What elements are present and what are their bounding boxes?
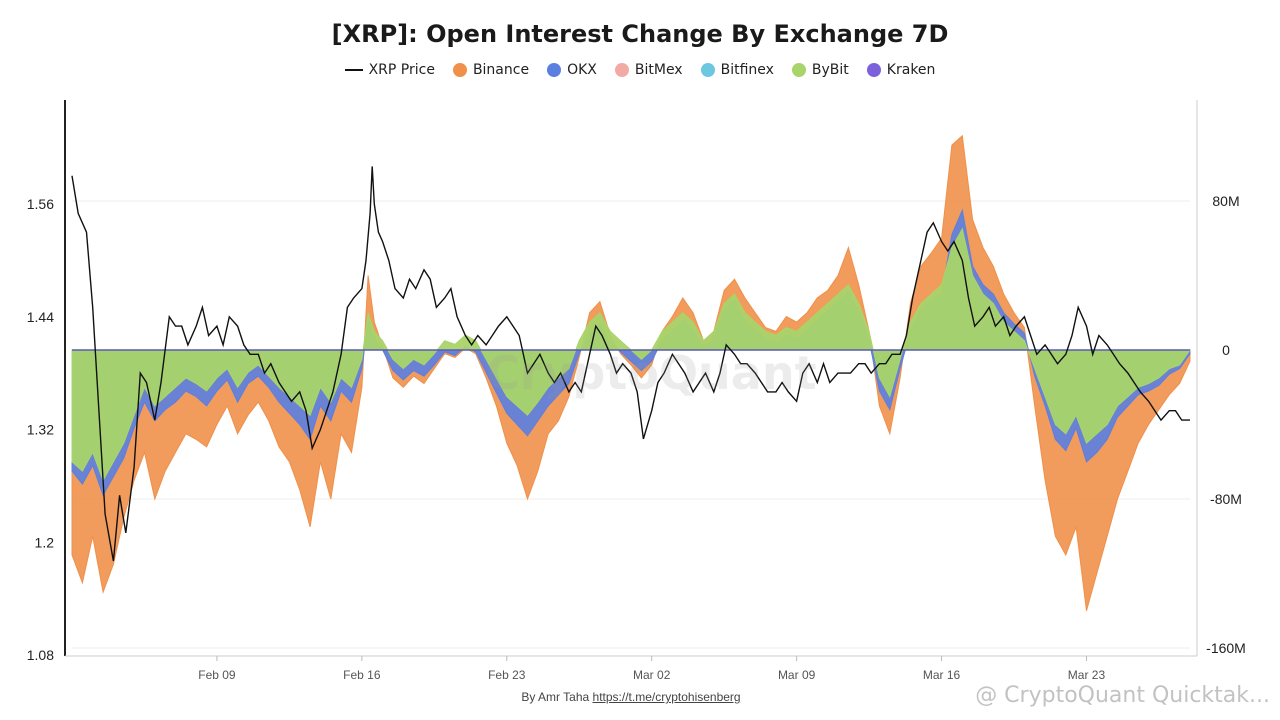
y-left-tick-label: 1.08: [27, 647, 54, 663]
legend-label: BitMex: [634, 62, 683, 78]
oi-area-okx: [71, 208, 1191, 497]
y-left-tick-label: 1.32: [27, 422, 54, 438]
x-tick-label: Feb 09: [198, 668, 236, 682]
price-line: [71, 166, 1190, 562]
watermark-logo: CryptoQuant: [486, 346, 817, 400]
legend-label: ByBit: [811, 62, 849, 78]
y-left-tick-label: 1.2: [35, 534, 55, 550]
x-tick-label: Feb 16: [343, 668, 381, 682]
legend-dot-swatch: [866, 63, 881, 77]
grid-lines: [72, 200, 1190, 649]
legend-dot-swatch: [791, 63, 806, 77]
legend-item-bybit[interactable]: ByBit: [791, 62, 849, 78]
x-tick-label: Mar 23: [1068, 668, 1106, 682]
xrp-price-line: [71, 166, 1190, 562]
legend-label: XRP Price: [368, 62, 435, 78]
y-right-tick-label: 80M: [1212, 193, 1239, 209]
footer-link[interactable]: https://t.me/cryptohisenberg: [592, 690, 741, 704]
oi-area-bybit: [71, 227, 1191, 482]
y-left-tick-label: 1.56: [27, 196, 54, 212]
footer-credit: By Amr Taha: [521, 690, 593, 704]
chart-legend: XRP Price Binance OKX BitMex Bitfinex By…: [0, 62, 1280, 78]
legend-label: Bitfinex: [720, 62, 774, 78]
y-left-tick-label: 1.44: [27, 309, 54, 325]
legend-dot-swatch: [452, 63, 467, 77]
legend-item-binance[interactable]: Binance: [452, 62, 530, 78]
legend-item-okx[interactable]: OKX: [547, 62, 597, 78]
axes: [64, 100, 1198, 657]
x-tick-label: Mar 16: [923, 668, 961, 682]
y-right-tick-label: 0: [1222, 342, 1230, 358]
y-right-tick-label: -80M: [1210, 491, 1242, 507]
legend-item-bitmex[interactable]: BitMex: [614, 62, 683, 78]
chart-title: [XRP]: Open Interest Change By Exchange …: [331, 20, 949, 48]
x-tick-label: Mar 02: [633, 668, 671, 682]
legend-item-xrp-price[interactable]: XRP Price: [344, 62, 435, 78]
legend-label: Binance: [472, 62, 530, 78]
legend-dot-swatch: [614, 63, 629, 77]
watermark-corner: @ CryptoQuant Quicktak...: [975, 683, 1270, 708]
chart-footer: By Amr Taha https://t.me/cryptohisenberg: [0, 690, 1262, 704]
x-tick-label: Mar 09: [778, 668, 816, 682]
legend-item-kraken[interactable]: Kraken: [866, 62, 936, 78]
legend-line-swatch: [344, 69, 363, 71]
x-tick-label: Feb 23: [488, 668, 526, 682]
y-right-tick-label: -160M: [1206, 640, 1246, 656]
legend-dot-swatch: [547, 63, 562, 77]
oi-areas: [71, 134, 1191, 611]
legend-item-bitfinex[interactable]: Bitfinex: [700, 62, 774, 78]
tick-labels: 1.56 1.44 1.32 1.2 1.08 80M 0 -80M -160M Feb 09 Fe…: [27, 193, 1246, 682]
legend-label: OKX: [567, 62, 597, 78]
legend-dot-swatch: [700, 63, 715, 77]
legend-label: Kraken: [886, 62, 936, 78]
